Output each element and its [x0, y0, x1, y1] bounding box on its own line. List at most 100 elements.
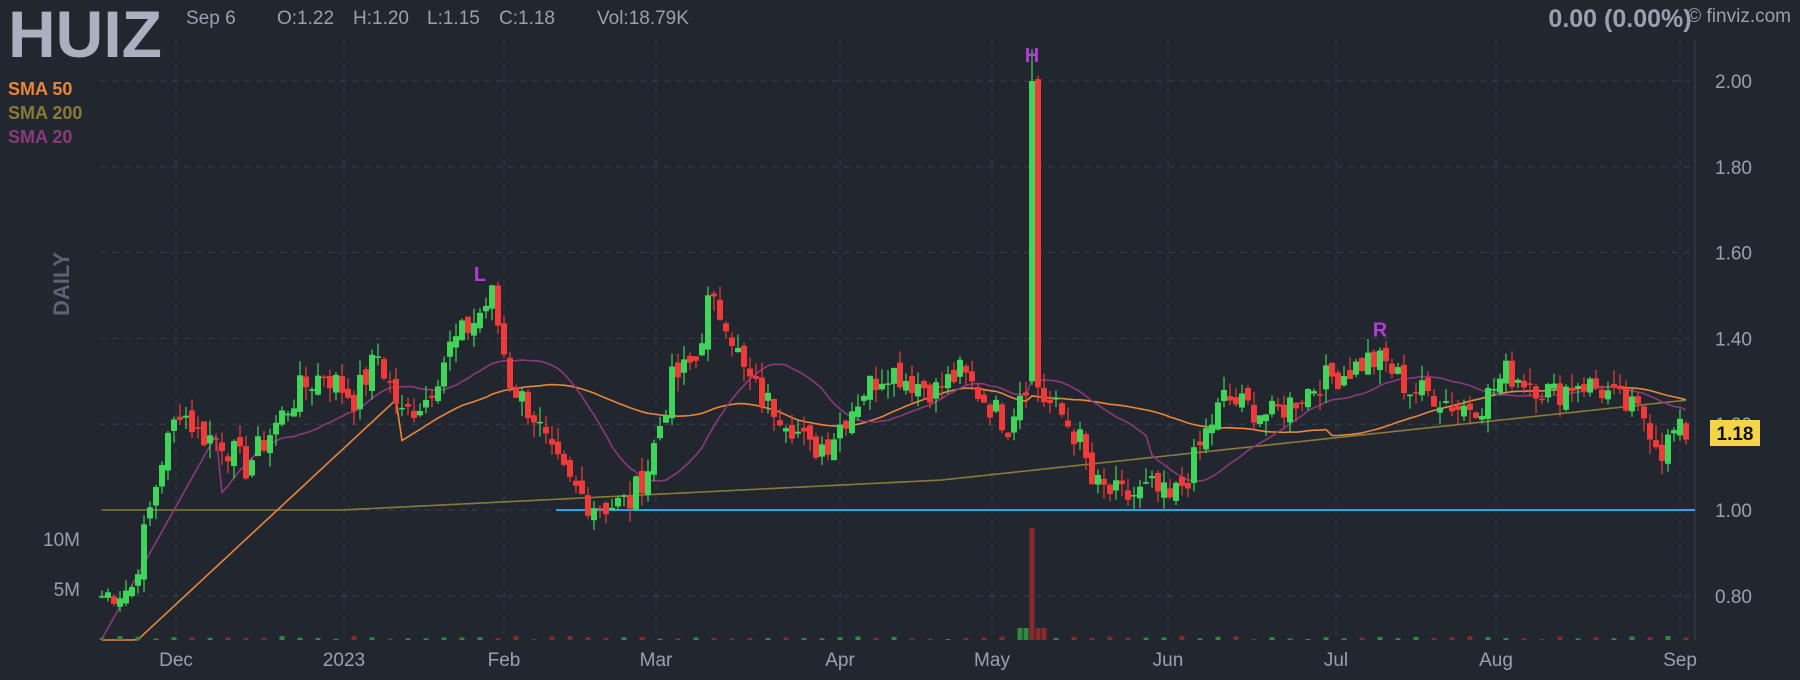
candle-body: [1497, 378, 1503, 393]
volume-bar: [603, 637, 609, 640]
candle-body: [825, 439, 831, 455]
volume-bar: [1161, 637, 1167, 640]
volume-bar: [657, 638, 663, 640]
volume-bar: [1035, 628, 1041, 640]
volume-bar: [531, 638, 537, 640]
candle-body: [363, 369, 369, 385]
candle-body: [405, 404, 411, 407]
volume-bar: [801, 637, 807, 640]
candle-body: [1425, 377, 1431, 392]
candle-body: [561, 454, 567, 465]
candle-body: [711, 293, 717, 297]
candle-body: [375, 356, 381, 358]
volume-bar: [1521, 638, 1527, 640]
candle-body: [843, 420, 849, 429]
last-price-label: 1.18: [1710, 420, 1760, 446]
candle-body: [1311, 391, 1317, 394]
volume-bar: [1041, 628, 1047, 640]
candle-body: [999, 404, 1005, 431]
candle-body: [1065, 420, 1071, 427]
y-tick-label: 1.40: [1715, 329, 1752, 350]
last-price-value: 1.18: [1717, 424, 1754, 445]
candle-body: [1533, 386, 1539, 399]
candle-body: [111, 596, 117, 604]
volume-bar: [135, 636, 141, 640]
volume-bar: [405, 638, 411, 640]
candle-body: [1611, 383, 1617, 387]
candle-body: [297, 375, 303, 412]
candle-body: [1101, 478, 1107, 485]
candle-body: [627, 495, 633, 509]
pattern-marker-R: R: [1373, 320, 1388, 342]
candle-body: [1413, 392, 1419, 394]
candle-body: [519, 391, 525, 402]
quote-date: Sep 6: [186, 8, 236, 29]
candle-body: [219, 442, 225, 452]
quote-high: H:1.20: [353, 8, 409, 29]
candle-body: [663, 415, 669, 423]
candle-body: [459, 320, 465, 341]
candle-body: [1383, 347, 1389, 362]
sma200-line: [102, 399, 1687, 511]
candle-body: [1479, 415, 1485, 420]
candle-body: [1629, 396, 1635, 412]
volume-bar: [423, 638, 429, 640]
candle-body: [447, 341, 453, 357]
candle-body: [1467, 403, 1473, 410]
volume-bar: [243, 637, 249, 640]
candle-body: [1455, 405, 1461, 410]
candle-body: [1023, 392, 1029, 396]
candle-body: [1341, 376, 1347, 386]
candle-body: [1113, 480, 1119, 491]
volume-bar: [1467, 636, 1473, 640]
volume-bar: [549, 636, 555, 640]
candle-body: [1155, 472, 1161, 492]
candle-body: [945, 374, 951, 389]
finviz-brand-link[interactable]: © finviz.com: [1687, 6, 1791, 27]
candle-body: [435, 386, 441, 402]
ticker-symbol: HUIZ: [8, 0, 162, 71]
volume-axis-ticks: 10M 5M: [43, 530, 80, 601]
candle-body: [1683, 423, 1689, 440]
candle-body: [1047, 399, 1053, 403]
candle-body: [1377, 350, 1383, 371]
candle-body: [501, 323, 507, 355]
candle-body: [135, 574, 141, 586]
x-tick-label: Sep: [1663, 650, 1697, 671]
candle-body: [231, 441, 237, 467]
candle-body: [225, 456, 231, 462]
candle-body: [639, 470, 645, 494]
candle-body: [1527, 383, 1533, 385]
candle-body: [633, 476, 639, 510]
volume-bar: [1665, 636, 1671, 640]
candle-body: [1197, 441, 1203, 446]
volume-bar: [1071, 636, 1077, 640]
candle-body: [1071, 431, 1077, 445]
candle-body: [381, 359, 387, 379]
candle-body: [1473, 412, 1479, 419]
candle-body: [1293, 402, 1299, 409]
volume-bar: [333, 638, 339, 640]
candle-body: [759, 377, 765, 407]
candle-body: [963, 366, 969, 373]
candle-body: [291, 408, 297, 417]
candle-body: [705, 295, 711, 350]
candle-body: [1599, 389, 1605, 398]
candle-body: [1677, 418, 1683, 436]
candle-body: [1287, 397, 1293, 423]
quote-open: O:1.22: [277, 8, 334, 29]
y-tick-label: 2.00: [1715, 72, 1752, 93]
candle-body: [1587, 378, 1593, 393]
candle-body: [315, 375, 321, 395]
volume-bar: [837, 637, 843, 640]
candle-body: [1083, 434, 1089, 458]
volume-bar: [1557, 636, 1563, 640]
candle-body: [1011, 416, 1017, 433]
volume-bars: [99, 528, 1689, 640]
volume-bar: [963, 638, 969, 640]
candle-body: [453, 336, 459, 348]
volume-bar: [873, 637, 879, 640]
candle-body: [795, 431, 801, 434]
x-tick-label: Mar: [640, 650, 673, 671]
candle-body: [165, 432, 171, 471]
